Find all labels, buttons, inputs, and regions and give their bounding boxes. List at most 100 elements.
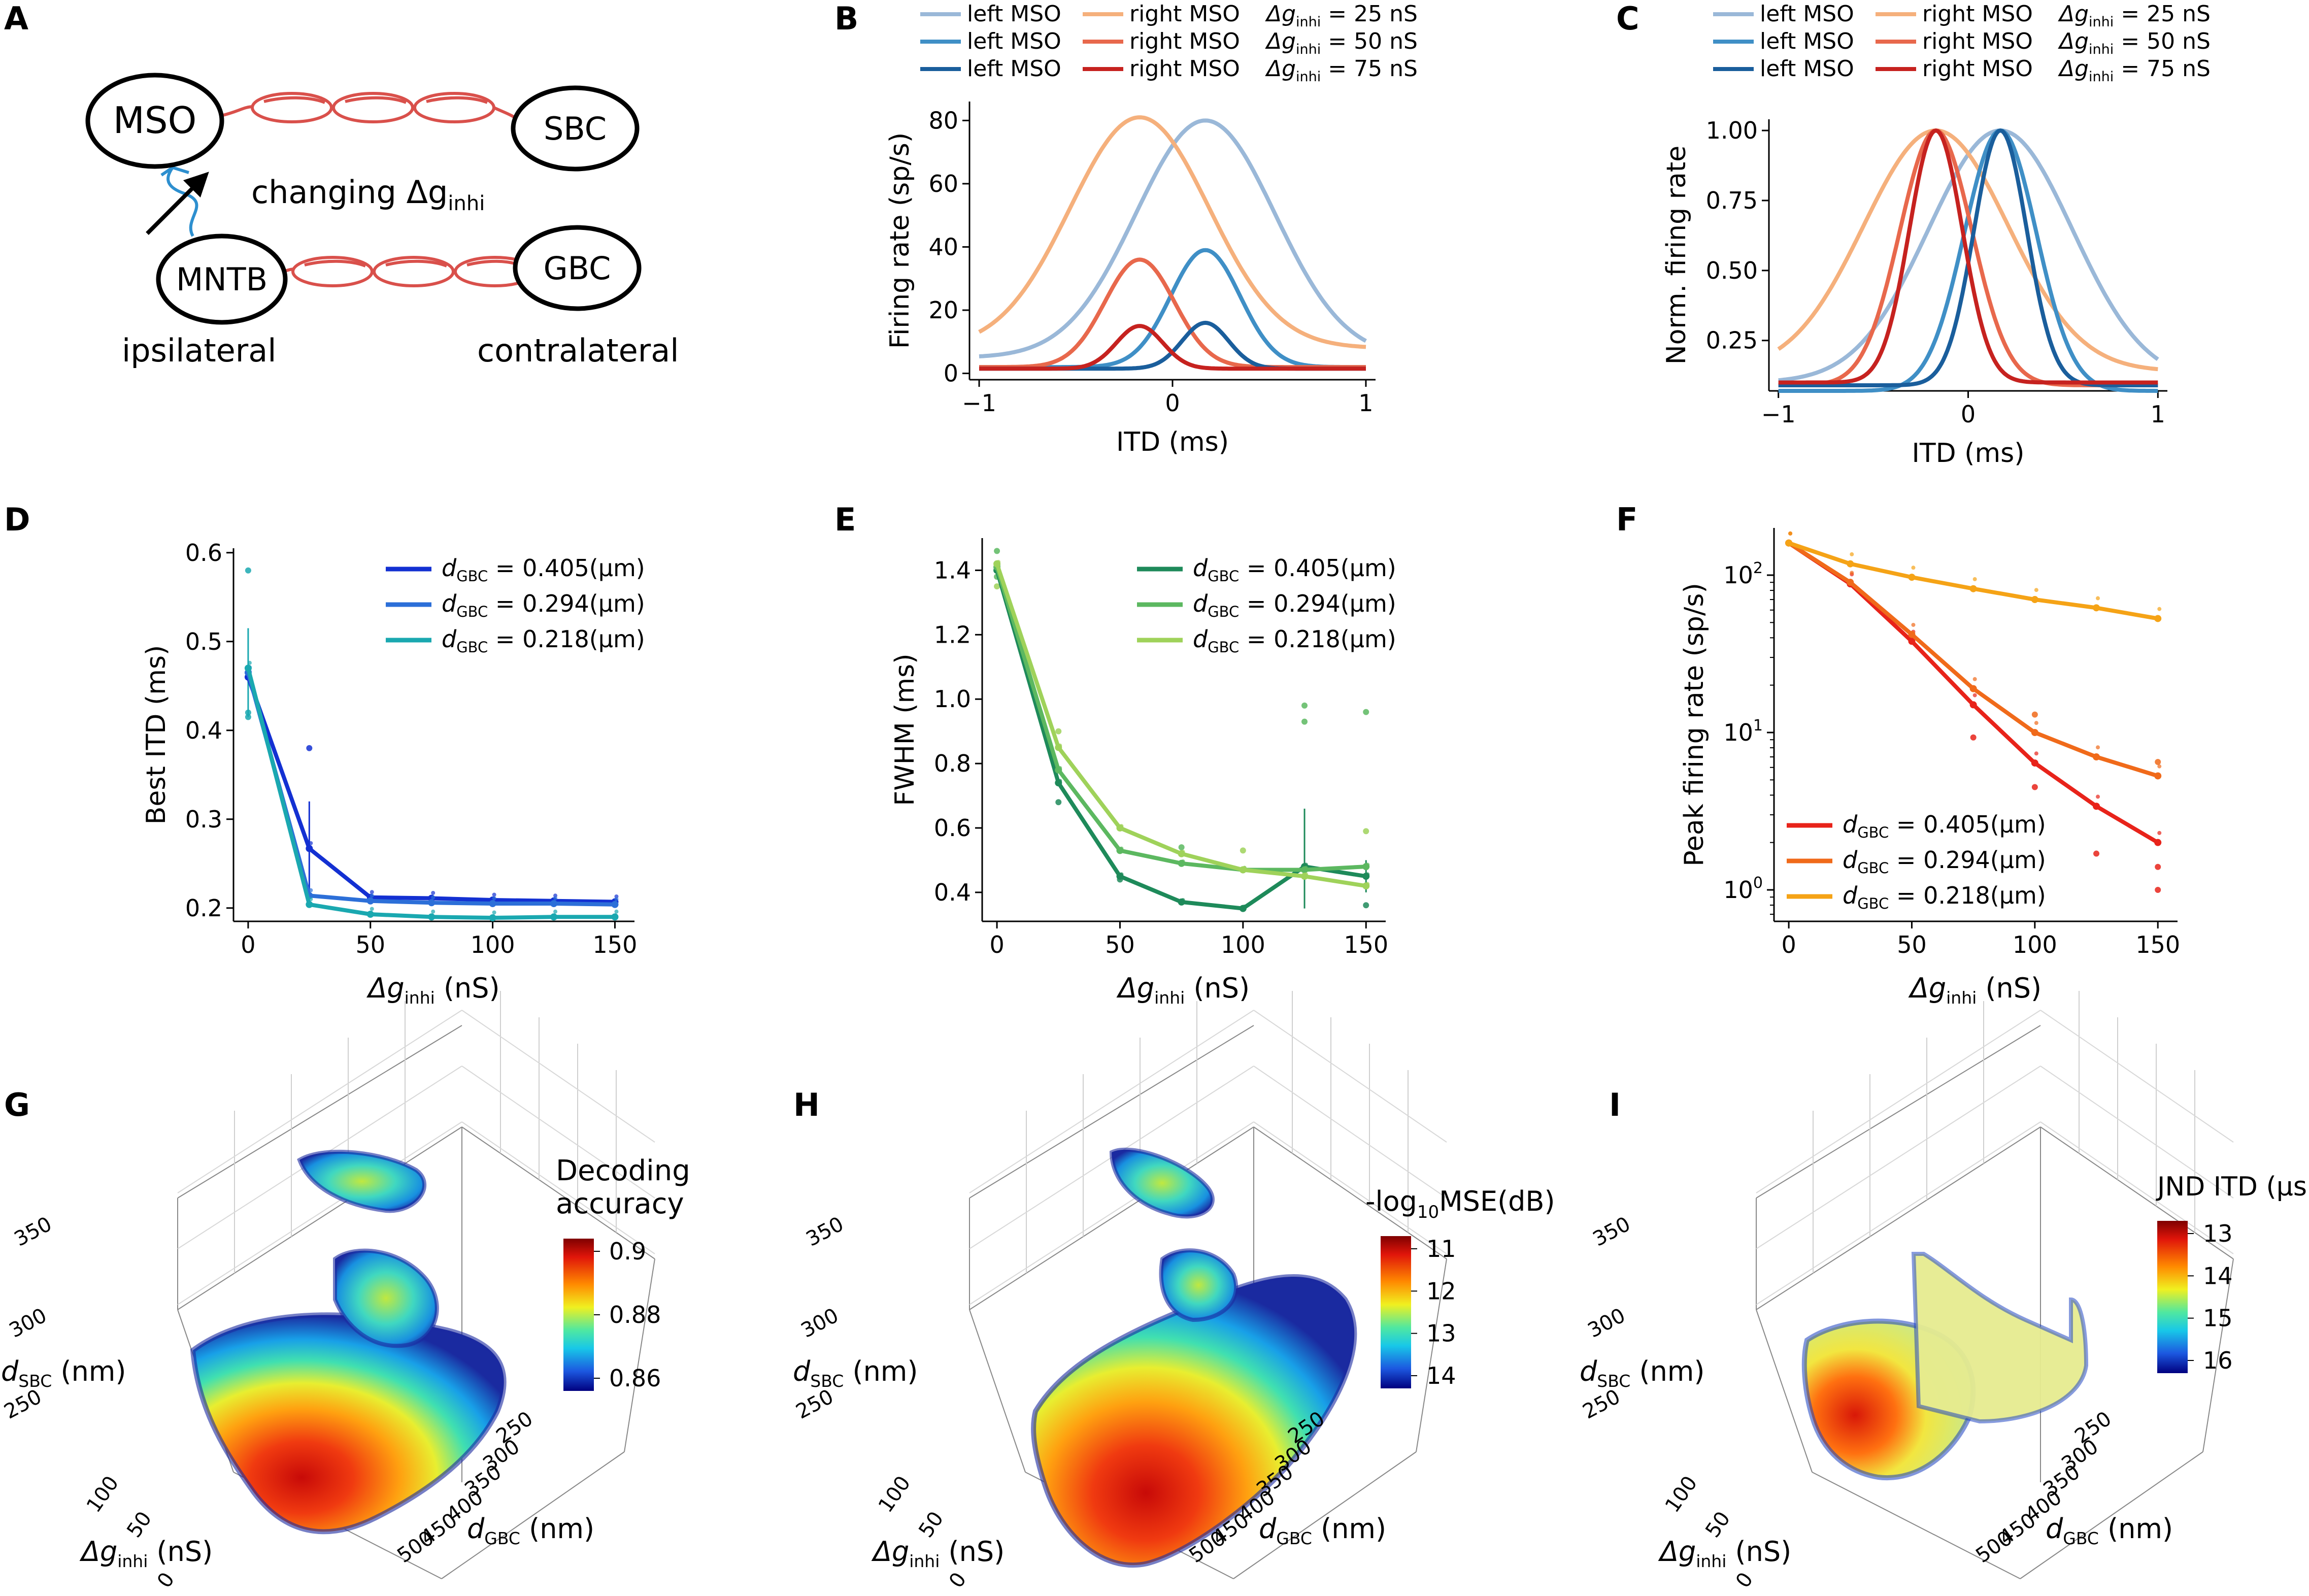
legend-entry-1-main: d <box>1193 590 1208 617</box>
data-point <box>2093 753 2100 761</box>
panel-label-i: I <box>1609 1086 1621 1123</box>
dsbc-axis-label: dSBC (nm) <box>793 1355 918 1391</box>
legend-entry-1-sub: GBC <box>1857 859 1889 877</box>
data-point-outlier <box>2155 887 2161 893</box>
y-axis-label: Best ITD (ms) <box>141 645 172 825</box>
legend-entry-0-main: d <box>442 554 457 582</box>
box-edge <box>624 1258 655 1452</box>
dg-axis-label-sub: inhi <box>909 1551 940 1571</box>
dgbc-axis-label-rest: (nm) <box>2099 1513 2173 1545</box>
chart-c-norm-rate: −1 0 1 0.25 0.50 0.75 1.00 ITD (ms) Norm. firing… <box>1661 117 2167 469</box>
y-tick-label: 0.75 <box>1706 187 1758 214</box>
mntb-node <box>156 234 288 325</box>
colorbar-tick-label: 14 <box>2203 1262 2233 1289</box>
x-tick-label: 150 <box>1344 931 1388 958</box>
x-tick-label: 50 <box>1897 931 1927 958</box>
y-tick-exp: 1 <box>1753 717 1763 735</box>
legend-dg-1-sub: inhi <box>1296 42 1321 57</box>
colorbar-title: -log10MSE(dB) <box>1365 1185 1555 1222</box>
legend-entry-2-rest: = 0.218(μm) <box>1239 625 1396 653</box>
data-point <box>2154 615 2162 622</box>
y-axis-label: Firing rate (sp/s) <box>885 132 915 349</box>
legend-dg-0-main: Δg <box>1265 1 1296 27</box>
dg-tick-label: 100 <box>82 1472 123 1517</box>
grid-line <box>1253 1121 1447 1254</box>
x-axis-label: Δginhi (nS) <box>1116 972 1250 1008</box>
legend-entry-0-sub: GBC <box>1208 568 1239 585</box>
data-point <box>428 913 436 921</box>
data-point-outlier <box>2093 850 2100 857</box>
y-tick-label: 1.2 <box>934 621 971 648</box>
dgbc-axis-label: dGBC (nm) <box>2046 1513 2173 1548</box>
data-point <box>550 913 558 921</box>
grid-line <box>2040 1066 2234 1199</box>
x-tick-label: 100 <box>471 931 515 958</box>
y-tick-label: 40 <box>928 233 958 260</box>
legend-entry-0: dGBC = 0.405(μm) <box>1193 554 1396 585</box>
legend-entry-0-rest: = 0.405(μm) <box>1239 554 1396 582</box>
data-point-rep <box>1972 693 1977 697</box>
legend-right-label-1: right MSO <box>1922 28 2033 54</box>
dsbc-axis-label-main: d <box>1 1355 19 1387</box>
y-tick-exp: 0 <box>1753 874 1763 892</box>
colorbar-tick-label: 0.88 <box>609 1301 661 1328</box>
legend-entry-0-rest: = 0.405(μm) <box>1889 811 2046 838</box>
panel-label-b: B <box>834 0 858 37</box>
legend-entry-1-rest: = 0.294(μm) <box>488 590 645 617</box>
data-point-outlier <box>994 548 1000 554</box>
data-point-rep <box>553 896 558 901</box>
colorbar-tick-label: 15 <box>2203 1305 2233 1332</box>
legend-entry-1: dGBC = 0.294(μm) <box>1843 846 2046 877</box>
tuning-curve-1 <box>978 115 1366 349</box>
data-point-rep <box>1181 898 1185 903</box>
colorbar-tick-label: 12 <box>1426 1277 1456 1305</box>
data-point <box>1969 585 1977 592</box>
legend-entry-1-main: d <box>442 590 457 617</box>
colorbar <box>2157 1221 2188 1373</box>
legend-entry-2: dGBC = 0.218(μm) <box>1843 882 2046 912</box>
data-point-outlier <box>1301 702 1308 709</box>
dg-tick-label: 100 <box>874 1472 915 1517</box>
data-point-outlier <box>2031 784 2038 790</box>
data-point <box>489 900 496 907</box>
legend-dg-0-sub: inhi <box>2089 14 2114 30</box>
x-tick-label: 100 <box>2013 931 2057 958</box>
box-edge <box>1756 1025 2041 1199</box>
data-point-rep <box>1119 824 1124 828</box>
y-axis-label: FWHM (ms) <box>890 653 920 806</box>
dsbc-axis-label-main: d <box>793 1355 811 1387</box>
mntb-projection <box>166 167 198 237</box>
colorbar-title-b: MSE(dB) <box>1439 1185 1555 1217</box>
dgbc-axis-label-main: d <box>467 1513 485 1545</box>
x-axis-label: Δginhi (nS) <box>1908 972 2042 1008</box>
series-line-1 <box>246 672 615 907</box>
legend-entry-1-sub: GBC <box>456 603 488 620</box>
data-point-outlier <box>1363 902 1369 909</box>
dgbc-axis-label-rest: (nm) <box>1312 1513 1386 1545</box>
panel-label-f: F <box>1616 501 1637 538</box>
data-point-rep <box>1304 862 1309 867</box>
mso-node <box>85 73 224 169</box>
y-tick-label: 0.8 <box>934 750 971 777</box>
legend-dg-1: Δginhi = 50 nS <box>2058 28 2211 57</box>
dg-tick-label: 100 <box>1661 1472 1702 1517</box>
data-point-rep <box>2034 588 2038 592</box>
dgbc-axis-label: dGBC (nm) <box>467 1513 594 1548</box>
grid-line <box>2040 1121 2234 1254</box>
y-tick-base: 10 <box>1723 719 1753 746</box>
dsbc-axis-label-sub: SBC <box>18 1371 52 1391</box>
x-tick-label: 0 <box>1781 931 1796 958</box>
grid-line <box>461 1066 655 1199</box>
legend-left-label-2: left MSO <box>967 56 1061 82</box>
y-tick-label: 102 <box>1723 559 1763 589</box>
colorbar <box>1381 1236 1411 1388</box>
box-edge <box>177 1025 462 1199</box>
y-tick-exp: 2 <box>1753 559 1763 577</box>
change-arrow <box>146 172 209 235</box>
colorbar-tick-label: 14 <box>1426 1362 1456 1389</box>
colorbar-tick-label: 0.86 <box>609 1365 661 1392</box>
accuracy-surface-top <box>297 1149 427 1213</box>
data-point <box>366 897 374 905</box>
data-point-rep <box>1304 872 1309 877</box>
